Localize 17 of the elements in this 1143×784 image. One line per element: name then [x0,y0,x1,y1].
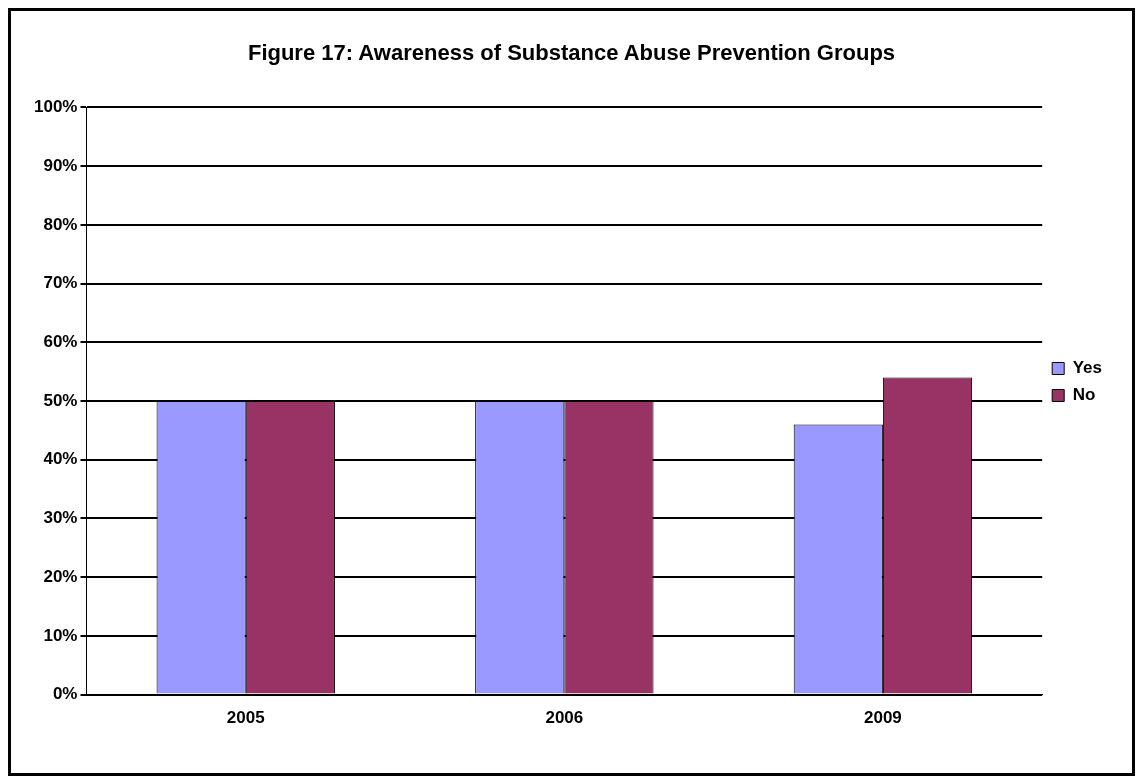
y-tick-label: 80% [43,214,78,234]
x-tick-label: 2006 [545,708,584,728]
y-tick-label: 40% [43,449,78,469]
chart-title: Figure 17: Awareness of Substance Abuse Prevention Groups [247,40,896,66]
y-tick-label: 50% [43,390,78,410]
y-tick-label: 100% [34,97,78,117]
y-tick-label: 90% [43,155,78,175]
x-tick-label: 2005 [226,708,265,728]
y-tick-label: 10% [43,625,78,645]
y-tick-label: 20% [43,566,78,586]
y-tick-label: 0% [52,684,78,704]
x-tick-label: 2009 [863,708,902,728]
legend-label: No [1072,385,1096,405]
legend-label: Yes [1072,358,1102,378]
y-tick-label: 60% [43,331,78,351]
y-tick-label: 30% [43,508,78,528]
y-tick-label: 70% [43,273,78,293]
